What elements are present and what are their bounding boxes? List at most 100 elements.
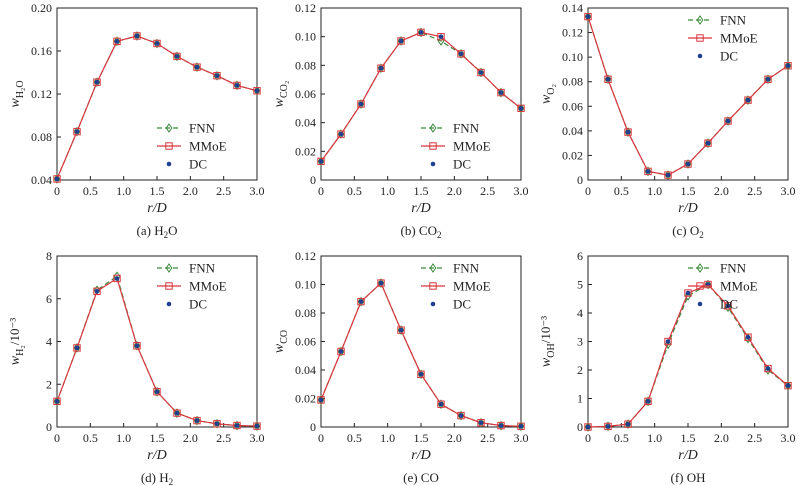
legend: FNN MMoE DC xyxy=(688,261,758,312)
mmoe-point xyxy=(337,130,345,138)
chart-panel-h2o: 0 0.5 1.0 1.5 2.0 2.5 3.0 0.04 0.08 0.12 0.16 0.20 r… xyxy=(8,1,265,240)
x-tick-label: 0.5 xyxy=(614,431,629,445)
y-tick-label: 0.20 xyxy=(31,1,52,15)
dc-point xyxy=(114,39,120,44)
y-tick-label: 0.02 xyxy=(562,148,583,162)
legend-marker-dc xyxy=(166,301,172,307)
series-line-mmoe xyxy=(56,35,258,180)
y-tick-label: 0.12 xyxy=(562,26,583,40)
panel-caption: (e) CO xyxy=(403,470,439,485)
dc-point xyxy=(94,288,100,294)
mmoe-point xyxy=(704,139,712,147)
x-tick-label: 2.5 xyxy=(480,184,495,198)
dc-point xyxy=(254,423,260,429)
mmoe-point xyxy=(417,28,425,37)
x-tick-label: 1.5 xyxy=(150,184,165,198)
series-line-fnn xyxy=(587,283,789,428)
y-tick-label: 6 xyxy=(46,292,52,306)
mmoe-point xyxy=(684,160,692,168)
mmoe-point xyxy=(784,62,792,70)
y-tick-label: 0 xyxy=(310,420,316,434)
legend-label: MMoE xyxy=(453,139,491,154)
legend-label: FNN xyxy=(453,261,480,276)
legend-marker-dc xyxy=(430,301,436,307)
x-tick-label: 1.0 xyxy=(647,184,662,198)
y-tick-label: 0.04 xyxy=(562,124,583,138)
dc-point xyxy=(458,413,464,418)
mmoe-point xyxy=(213,420,221,428)
y-axis-title: wCO xyxy=(272,330,290,353)
y-axis-title: wH₂O xyxy=(8,80,26,107)
mmoe-point xyxy=(193,63,201,71)
mmoe-point xyxy=(604,422,612,431)
dc-point xyxy=(438,401,444,407)
mmoe-point xyxy=(584,12,592,21)
dc-point xyxy=(398,38,404,44)
dc-point xyxy=(685,290,691,296)
dc-point xyxy=(74,345,80,351)
series-line-mmoe xyxy=(320,31,522,162)
mmoe-point xyxy=(457,50,465,58)
x-tick-label: 3.0 xyxy=(781,184,796,198)
legend-marker-mmoe xyxy=(429,282,437,290)
dc-point xyxy=(114,276,120,281)
dc-point xyxy=(214,421,220,427)
mmoe-point xyxy=(764,364,772,373)
plot-frame xyxy=(56,7,258,181)
dc-point xyxy=(625,129,631,135)
mmoe-point xyxy=(213,72,221,80)
y-tick-label: 0 xyxy=(577,420,583,434)
dc-point xyxy=(174,54,180,59)
fnn-point xyxy=(684,291,692,301)
mmoe-point xyxy=(764,75,772,83)
dc-point xyxy=(358,101,364,107)
chart-panel-co: 0 0.5 1.0 1.5 2.0 2.5 3.0 0 0.02 0.04 0.06 0.08 0.10… xyxy=(272,249,529,485)
legend-label: MMoE xyxy=(189,279,227,294)
chart-panel-o2: 0 0.5 1.0 1.5 2.0 2.5 3.0 0 0.02 0.04 0.06 0.08 0.10… xyxy=(539,1,796,240)
y-tick-label: 0 xyxy=(577,173,583,187)
legend-label: DC xyxy=(453,157,471,172)
dc-point xyxy=(418,371,424,377)
dc-point xyxy=(645,169,651,174)
mmoe-point xyxy=(153,39,161,48)
series-line-fnn xyxy=(320,282,522,427)
mmoe-point xyxy=(357,100,365,108)
y-tick-label: 0.04 xyxy=(31,173,52,187)
x-tick-label: 0.5 xyxy=(83,184,98,198)
chart-panel-h2: 0 0.5 1.0 1.5 2.0 2.5 3.0 0 2 4 6 8 r/D wH₂/10⁻³ (d) H… xyxy=(7,249,265,486)
mmoe-point xyxy=(664,171,672,179)
x-tick-label: 0 xyxy=(318,184,324,198)
legend-marker-mmoe xyxy=(429,142,437,150)
legend-marker-fnn xyxy=(165,123,173,133)
y-tick-label: 0.16 xyxy=(31,44,52,58)
series-line-mmoe xyxy=(56,277,258,427)
dc-point xyxy=(318,159,324,164)
y-axis-title: wCO₂ xyxy=(272,81,290,108)
mmoe-point xyxy=(684,289,692,297)
dc-point xyxy=(498,423,504,428)
mmoe-point xyxy=(517,422,525,430)
mmoe-point xyxy=(377,64,385,72)
x-tick-label: 2.5 xyxy=(216,184,231,198)
dc-point xyxy=(154,41,160,46)
x-tick-label: 3.0 xyxy=(514,184,529,198)
x-tick-label: 2.5 xyxy=(747,431,762,445)
mmoe-point xyxy=(624,128,632,136)
mmoe-point xyxy=(53,397,61,406)
mmoe-point xyxy=(193,416,201,425)
legend: FNN MMoE DC xyxy=(421,261,491,312)
y-tick-label: 0.08 xyxy=(295,58,316,72)
dc-point xyxy=(378,280,384,286)
x-tick-label: 2.0 xyxy=(183,184,198,198)
legend-marker-fnn xyxy=(696,263,704,273)
y-tick-label: 0.12 xyxy=(295,249,316,263)
x-tick-label: 3.0 xyxy=(514,431,529,445)
x-tick-label: 2.0 xyxy=(183,431,198,445)
x-axis-title: r/D xyxy=(147,201,166,216)
mmoe-point xyxy=(584,423,592,431)
dc-point xyxy=(134,343,140,349)
mmoe-point xyxy=(724,117,732,125)
dc-point xyxy=(725,303,731,309)
chart-panel-oh: 0 0.5 1.0 1.5 2.0 2.5 3.0 0 1 2 3 4 5 6 r/D wOH/10⁻³ (f)… xyxy=(538,249,796,485)
